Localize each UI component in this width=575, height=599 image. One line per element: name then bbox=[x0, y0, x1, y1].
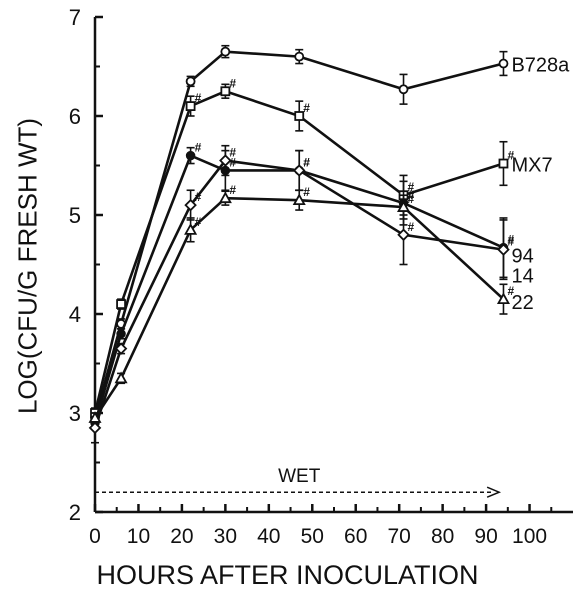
y-tick-label: 4 bbox=[69, 302, 81, 327]
y-axis-title: LOG(CFU/G FRESH WT) bbox=[12, 117, 43, 415]
significance-mark: # bbox=[195, 190, 202, 204]
x-tick-label: 60 bbox=[344, 525, 367, 548]
x-tick-label: 100 bbox=[512, 525, 547, 548]
point-marker bbox=[496, 292, 511, 305]
significance-mark: # bbox=[408, 188, 415, 202]
point-marker bbox=[498, 58, 509, 69]
point-marker bbox=[398, 84, 409, 95]
series-label: MX7 bbox=[511, 155, 552, 177]
point-marker bbox=[396, 200, 411, 212]
y-tick-label: 3 bbox=[69, 401, 81, 426]
point-marker bbox=[185, 150, 196, 161]
point-marker bbox=[185, 76, 196, 87]
point-marker bbox=[292, 164, 306, 177]
significance-mark: # bbox=[195, 141, 202, 155]
point-marker bbox=[184, 222, 198, 235]
significance-mark: # bbox=[303, 155, 310, 169]
x-tick-label: 30 bbox=[214, 525, 237, 548]
point-marker bbox=[292, 193, 306, 206]
significance-mark: # bbox=[303, 185, 310, 199]
x-tick-label: 70 bbox=[388, 525, 411, 548]
significance-mark: # bbox=[303, 101, 310, 115]
x-tick-label: 20 bbox=[170, 525, 193, 548]
significance-mark: # bbox=[229, 76, 236, 90]
point-marker bbox=[116, 299, 126, 310]
x-axis-title: HOURS AFTER INOCULATION bbox=[96, 560, 479, 590]
x-tick-label: 50 bbox=[301, 525, 324, 548]
significance-mark: # bbox=[195, 91, 202, 105]
series-label: 14 bbox=[511, 266, 533, 288]
x-tick-label: 0 bbox=[89, 525, 101, 548]
significance-mark: # bbox=[229, 183, 236, 197]
x-tick-label: 40 bbox=[257, 525, 280, 548]
point-marker bbox=[220, 86, 231, 97]
point-marker bbox=[220, 46, 231, 57]
significance-mark: # bbox=[408, 220, 415, 234]
point-marker bbox=[498, 158, 509, 169]
point-marker bbox=[114, 342, 128, 355]
significance-mark: # bbox=[408, 192, 415, 206]
y-tick-label: 5 bbox=[69, 203, 81, 228]
point-marker bbox=[219, 154, 232, 167]
x-tick-label: 90 bbox=[474, 525, 497, 548]
y-tick-label: 7 bbox=[69, 5, 81, 30]
wet-label: WET bbox=[278, 466, 321, 487]
point-marker bbox=[294, 51, 305, 62]
significance-mark: # bbox=[229, 146, 236, 160]
y-tick-label: 2 bbox=[69, 500, 81, 525]
point-marker bbox=[184, 198, 197, 212]
point-marker bbox=[185, 101, 196, 111]
point-marker bbox=[116, 329, 126, 339]
significance-mark: # bbox=[507, 284, 514, 298]
point-marker bbox=[497, 243, 510, 256]
series-label: 94 bbox=[511, 246, 533, 268]
point-marker bbox=[88, 421, 102, 435]
series-line bbox=[93, 89, 504, 414]
y-tick-label: 6 bbox=[69, 104, 81, 129]
x-tick-label: 80 bbox=[431, 525, 454, 548]
x-tick-label: 10 bbox=[127, 525, 150, 548]
significance-mark: # bbox=[507, 235, 514, 249]
series-line bbox=[93, 196, 505, 419]
point-marker bbox=[397, 228, 410, 242]
point-marker bbox=[88, 411, 102, 423]
significance-mark: # bbox=[195, 215, 202, 229]
point-marker bbox=[218, 191, 232, 204]
series-label: B728a bbox=[511, 55, 570, 77]
series-label: 22 bbox=[511, 292, 533, 314]
significance-mark: # bbox=[408, 180, 415, 194]
wet-arrow-head bbox=[486, 486, 502, 498]
point-marker bbox=[114, 371, 128, 384]
significance-mark: # bbox=[303, 155, 310, 169]
point-marker bbox=[294, 111, 305, 121]
significance-mark: # bbox=[507, 233, 514, 247]
significance-mark: # bbox=[507, 149, 514, 163]
